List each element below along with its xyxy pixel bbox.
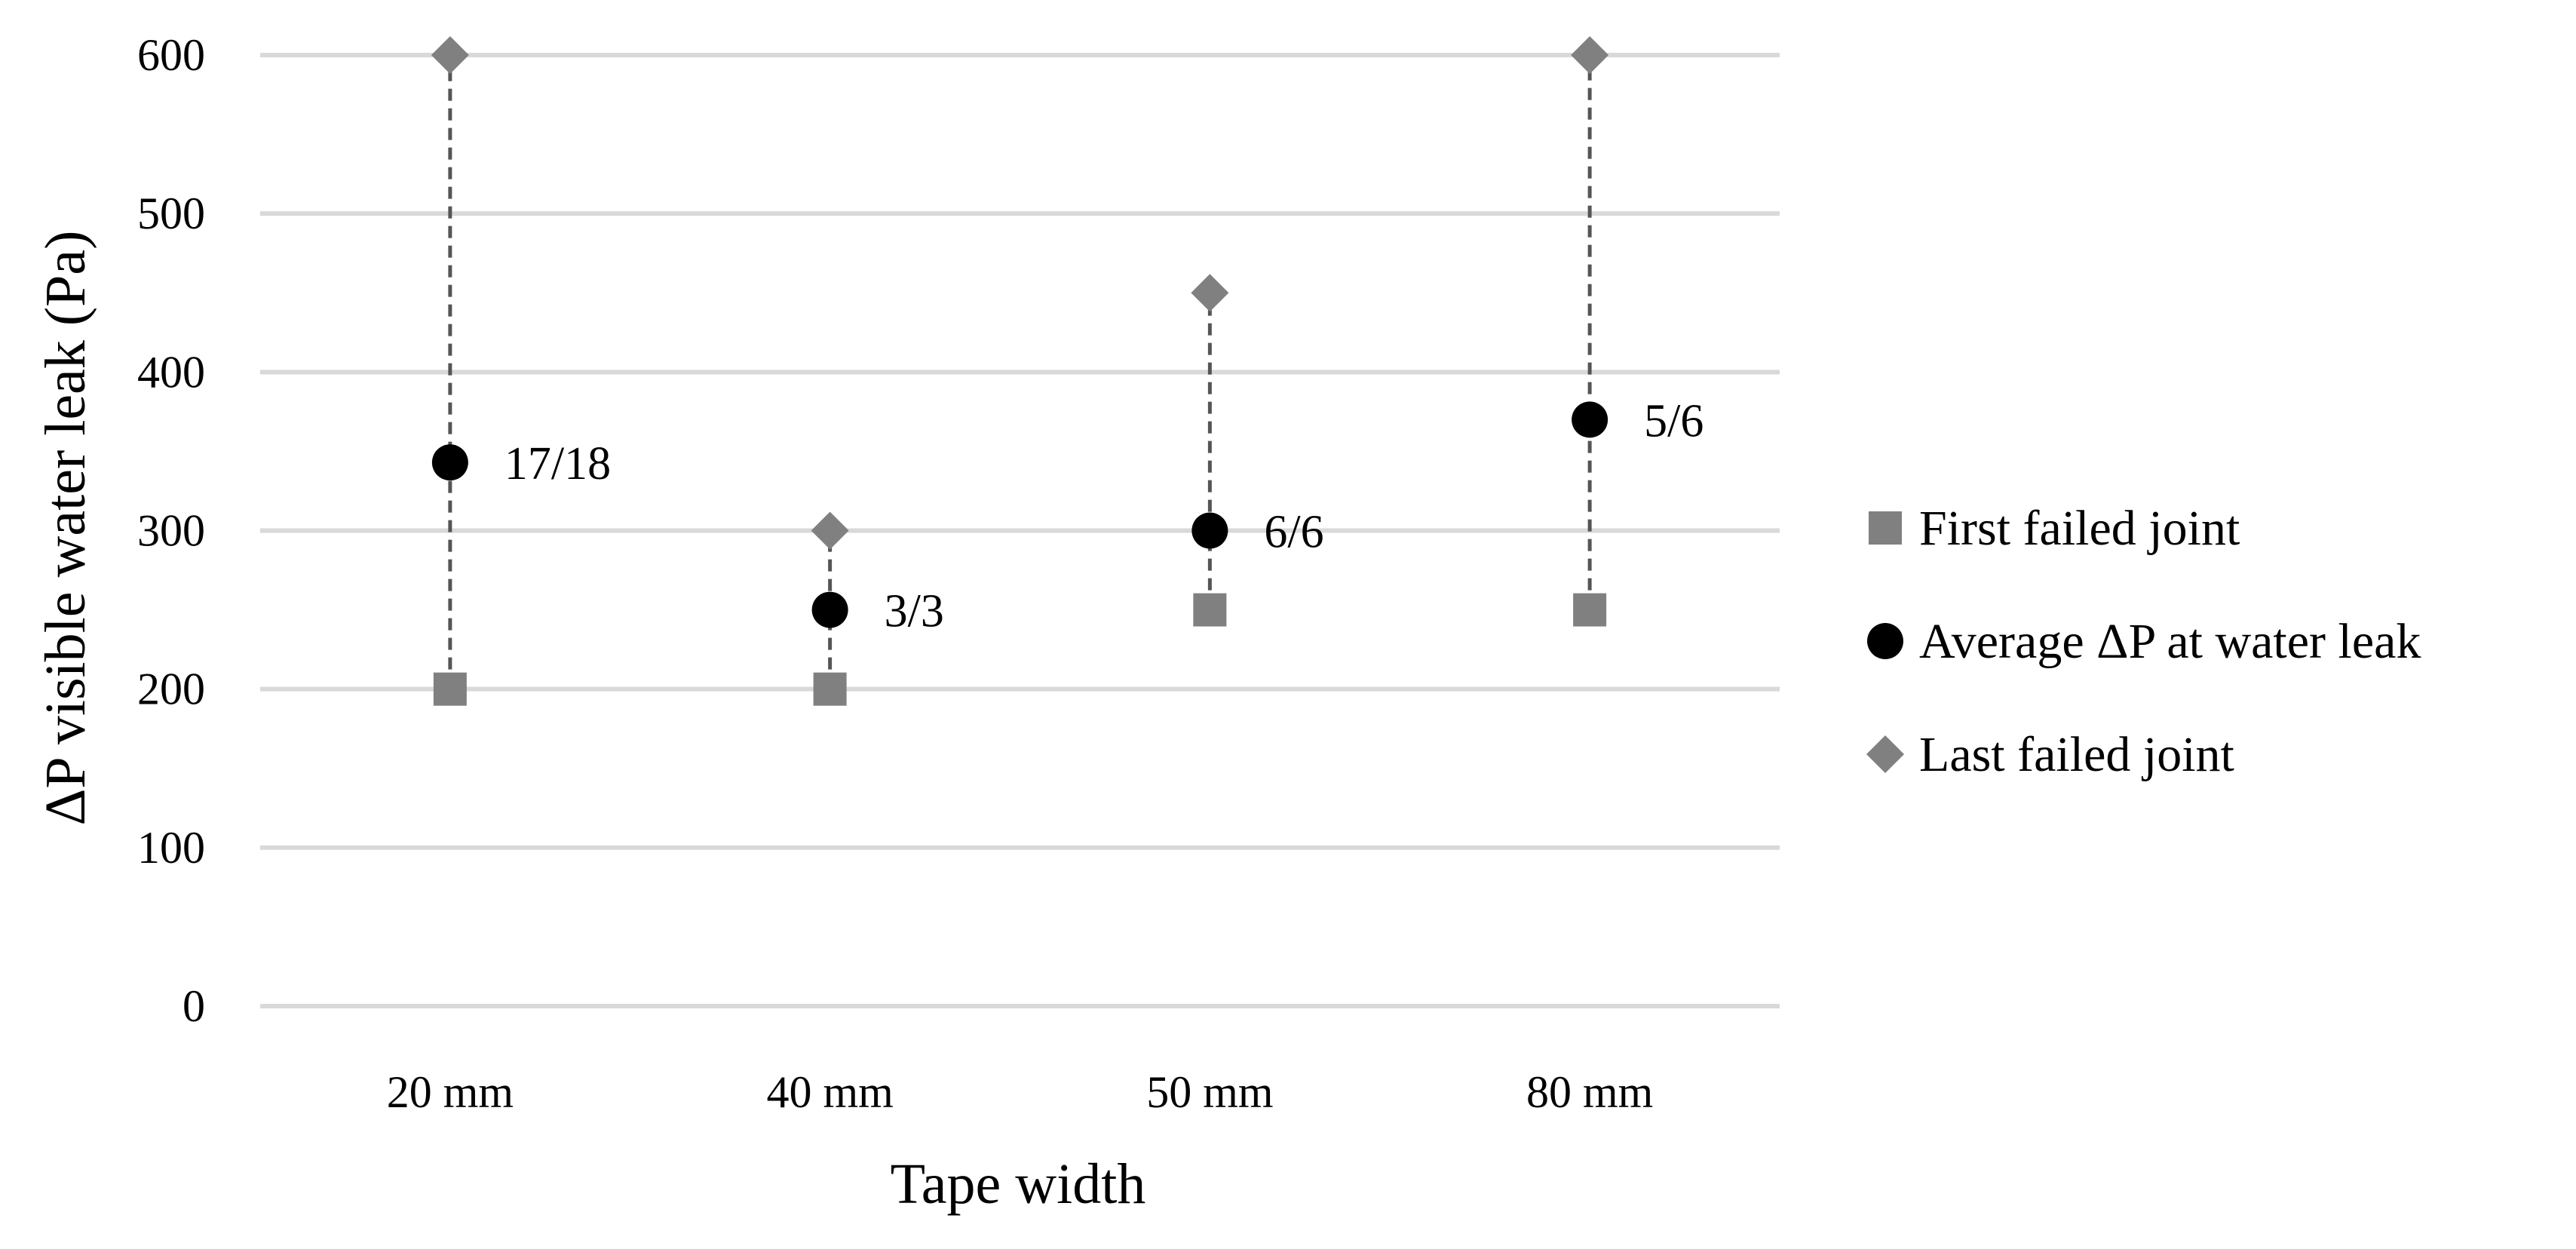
point-square-3 [1573, 593, 1607, 627]
point-diamond-0 [431, 36, 469, 74]
data-label-1: 3/3 [885, 586, 944, 637]
legend-label-1: Average ΔP at water leak [1919, 614, 2421, 669]
data-label-3: 5/6 [1644, 395, 1704, 447]
point-circle-1 [811, 591, 848, 628]
legend-marker-circle [1867, 623, 1903, 659]
point-diamond-3 [1571, 36, 1609, 74]
y-tick-label-300: 300 [137, 506, 205, 556]
y-tick-label-500: 500 [137, 189, 205, 238]
y-tick-label-600: 600 [137, 30, 205, 80]
y-tick-label-100: 100 [137, 823, 205, 873]
x-axis-title: Tape width [891, 1152, 1146, 1216]
legend-marker-square [1869, 511, 1902, 545]
legend-label-0: First failed joint [1919, 501, 2240, 556]
data-label-2: 6/6 [1264, 507, 1323, 558]
point-circle-2 [1191, 512, 1228, 549]
x-tick-label-1: 40 mm [766, 1067, 893, 1117]
legend-marker-diamond [1866, 735, 1904, 773]
y-tick-label-200: 200 [137, 664, 205, 714]
data-labels: 17/18 3/3 6/6 5/6 [504, 395, 1704, 637]
legend: First failed joint Average ΔP at water le… [1866, 501, 2421, 782]
data-marks [431, 36, 1609, 706]
legend-label-2: Last failed joint [1919, 727, 2234, 782]
point-circle-0 [431, 444, 468, 481]
x-axis-ticks: 20 mm 40 mm 50 mm 80 mm [387, 1067, 1654, 1117]
y-axis-title: ΔP visible water leak (Pa) [34, 231, 97, 826]
point-circle-3 [1572, 401, 1608, 438]
point-diamond-2 [1191, 274, 1229, 312]
x-tick-label-3: 80 mm [1526, 1067, 1653, 1117]
x-tick-label-2: 50 mm [1146, 1067, 1273, 1117]
point-square-1 [813, 672, 847, 706]
point-square-2 [1193, 593, 1227, 627]
x-tick-label-0: 20 mm [387, 1067, 514, 1117]
gridlines [260, 53, 1780, 1008]
y-tick-label-0: 0 [182, 981, 205, 1031]
y-axis-ticks: 0 100 200 300 400 500 600 [137, 30, 205, 1031]
point-square-0 [433, 672, 467, 706]
data-label-0: 17/18 [504, 438, 611, 489]
y-tick-label-400: 400 [137, 347, 205, 397]
point-diamond-1 [811, 511, 849, 550]
